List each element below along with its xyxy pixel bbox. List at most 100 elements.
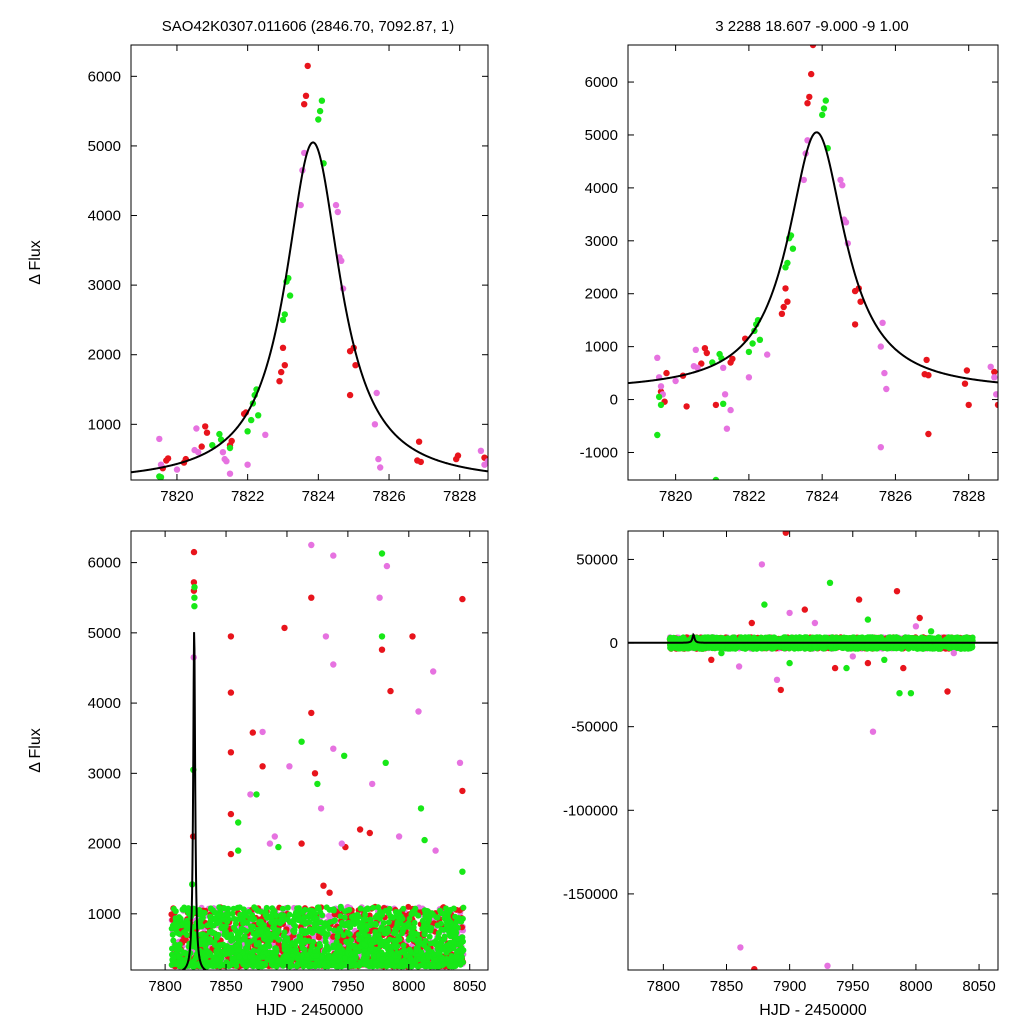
- bottom-left-point-violet: [456, 759, 464, 766]
- top-left-point-red: [301, 101, 308, 108]
- bottom-left-point-violet: [330, 552, 337, 559]
- bottom-left-cloud-point: [309, 943, 316, 950]
- bottom-left-cloud-point: [393, 937, 400, 944]
- bottom-left-cloud-point: [260, 933, 267, 939]
- bottom-left-xlabel: HJD - 2450000: [256, 1002, 364, 1019]
- bottom-left-ytick-label: 2000: [88, 836, 121, 853]
- bottom-left-cloud-point: [224, 918, 231, 925]
- bottom-left-point-green: [341, 752, 348, 759]
- bottom-left-cloud-point: [325, 954, 332, 961]
- bottom-left-cloud-point: [370, 904, 377, 911]
- bottom-left-cloud-point: [453, 953, 460, 960]
- bottom-left-cloud-point: [271, 930, 278, 937]
- bottom-left-cloud-point: [452, 961, 459, 968]
- bottom-left-cloud-point: [450, 928, 457, 935]
- bottom-left-cloud-point: [169, 931, 176, 938]
- bottom-left-cloud-point: [443, 955, 450, 962]
- bottom-left-cloud-point: [184, 909, 191, 915]
- top-right-point-green: [819, 111, 826, 119]
- top-right-point-green: [784, 259, 791, 267]
- bottom-left-cloud-point: [275, 936, 282, 943]
- bottom-left-point-green: [421, 836, 428, 844]
- top-right-point-violet: [694, 364, 701, 371]
- top-right-point-red: [961, 380, 969, 387]
- top-left-point-red: [203, 429, 211, 436]
- bottom-left-cloud-point: [391, 952, 398, 959]
- top-left-ytick-label: 1000: [88, 416, 121, 433]
- bottom-left-cloud-point: [394, 920, 401, 927]
- bottom-left-point-red: [326, 889, 333, 896]
- top-left-point-violet: [226, 470, 234, 477]
- bottom-left-point-green: [314, 780, 321, 788]
- bottom-left-point-red: [190, 548, 198, 556]
- top-left-point-violet: [338, 257, 345, 264]
- bottom-left-cloud-point: [312, 915, 319, 922]
- bottom-left-cloud-point: [400, 925, 407, 931]
- bottom-left-cloud-point: [275, 958, 282, 965]
- top-right-point-green: [820, 105, 828, 112]
- top-left-point-green: [209, 442, 216, 449]
- bottom-left-cloud-point: [320, 925, 327, 932]
- bottom-left-cloud-point: [294, 955, 301, 962]
- bottom-left-cloud-point: [360, 916, 367, 923]
- bottom-left-cloud-point: [291, 947, 298, 954]
- bottom-left-point-red: [227, 633, 235, 640]
- top-right-point-red: [778, 310, 786, 317]
- bottom-left-cloud-point: [431, 962, 438, 969]
- bottom-left-cloud-point: [261, 924, 267, 931]
- bottom-left-cloud-point: [361, 961, 368, 968]
- bottom-left-point-green: [235, 847, 242, 854]
- bottom-left-cloud-point: [353, 914, 360, 921]
- bottom-left-cloud-point: [284, 904, 291, 911]
- top-right-point-red: [808, 70, 815, 78]
- bottom-left-cloud-point: [455, 935, 462, 942]
- top-left-point-red: [198, 443, 205, 450]
- bottom-left-cloud-point: [236, 916, 243, 923]
- bottom-left-point-violet: [286, 763, 293, 770]
- top-right-point-violet: [883, 385, 890, 393]
- bottom-left-cloud-point: [357, 905, 364, 912]
- bottom-left-xtick-label: 7850: [209, 978, 242, 995]
- top-left-point-red: [278, 368, 285, 376]
- bottom-left-point-red: [227, 749, 235, 756]
- bottom-left-cloud-point: [242, 962, 249, 969]
- bottom-left-cloud-point: [204, 963, 211, 970]
- bottom-left-cloud-point: [342, 955, 348, 962]
- top-right-point-green: [756, 336, 764, 343]
- bottom-left-cloud-point: [380, 920, 387, 926]
- top-left-point-violet: [244, 461, 251, 468]
- bottom-left-cloud-point: [255, 948, 262, 955]
- bottom-left-cloud-point: [395, 909, 402, 916]
- bottom-left-cloud-point: [202, 932, 209, 939]
- bottom-left-point-violet: [308, 541, 315, 549]
- bottom-left-cloud-point: [400, 905, 407, 912]
- bottom-left-cloud-point: [352, 956, 359, 963]
- bottom-left-cloud-point: [457, 940, 464, 947]
- bottom-left-cloud-point: [290, 927, 297, 934]
- top-right-xtick-label: 7828: [952, 488, 985, 505]
- top-right-point-violet: [837, 176, 844, 184]
- top-right-point-red: [923, 356, 930, 364]
- bottom-left-point-violet: [317, 805, 325, 812]
- top-right-point-green: [720, 400, 727, 407]
- bottom-left-cloud-point: [174, 929, 181, 936]
- bottom-left-xtick-label: 7800: [148, 978, 181, 995]
- bottom-left-cloud-point: [299, 945, 306, 952]
- top-left-point-red: [454, 452, 462, 459]
- top-left-point-red: [164, 455, 172, 462]
- bottom-left-cloud-point: [189, 963, 196, 970]
- bottom-left-cloud-point: [426, 961, 433, 968]
- bottom-left-cloud-point: [393, 958, 400, 964]
- bottom-left-cloud-point: [222, 951, 229, 958]
- top-right-point-red: [925, 372, 932, 379]
- bottom-left-cloud-point: [176, 953, 182, 960]
- bottom-left-point-green: [298, 738, 305, 745]
- top-right-point-red: [729, 355, 736, 362]
- bottom-left-cloud-point: [415, 912, 422, 919]
- top-left-point-violet: [173, 466, 181, 473]
- bottom-left-cloud-point: [311, 921, 318, 928]
- top-left-point-red: [346, 391, 354, 399]
- bottom-left-point-red: [308, 594, 315, 601]
- bottom-left-cloud-point: [321, 929, 328, 936]
- top-left-ytick-label: 3000: [88, 277, 121, 294]
